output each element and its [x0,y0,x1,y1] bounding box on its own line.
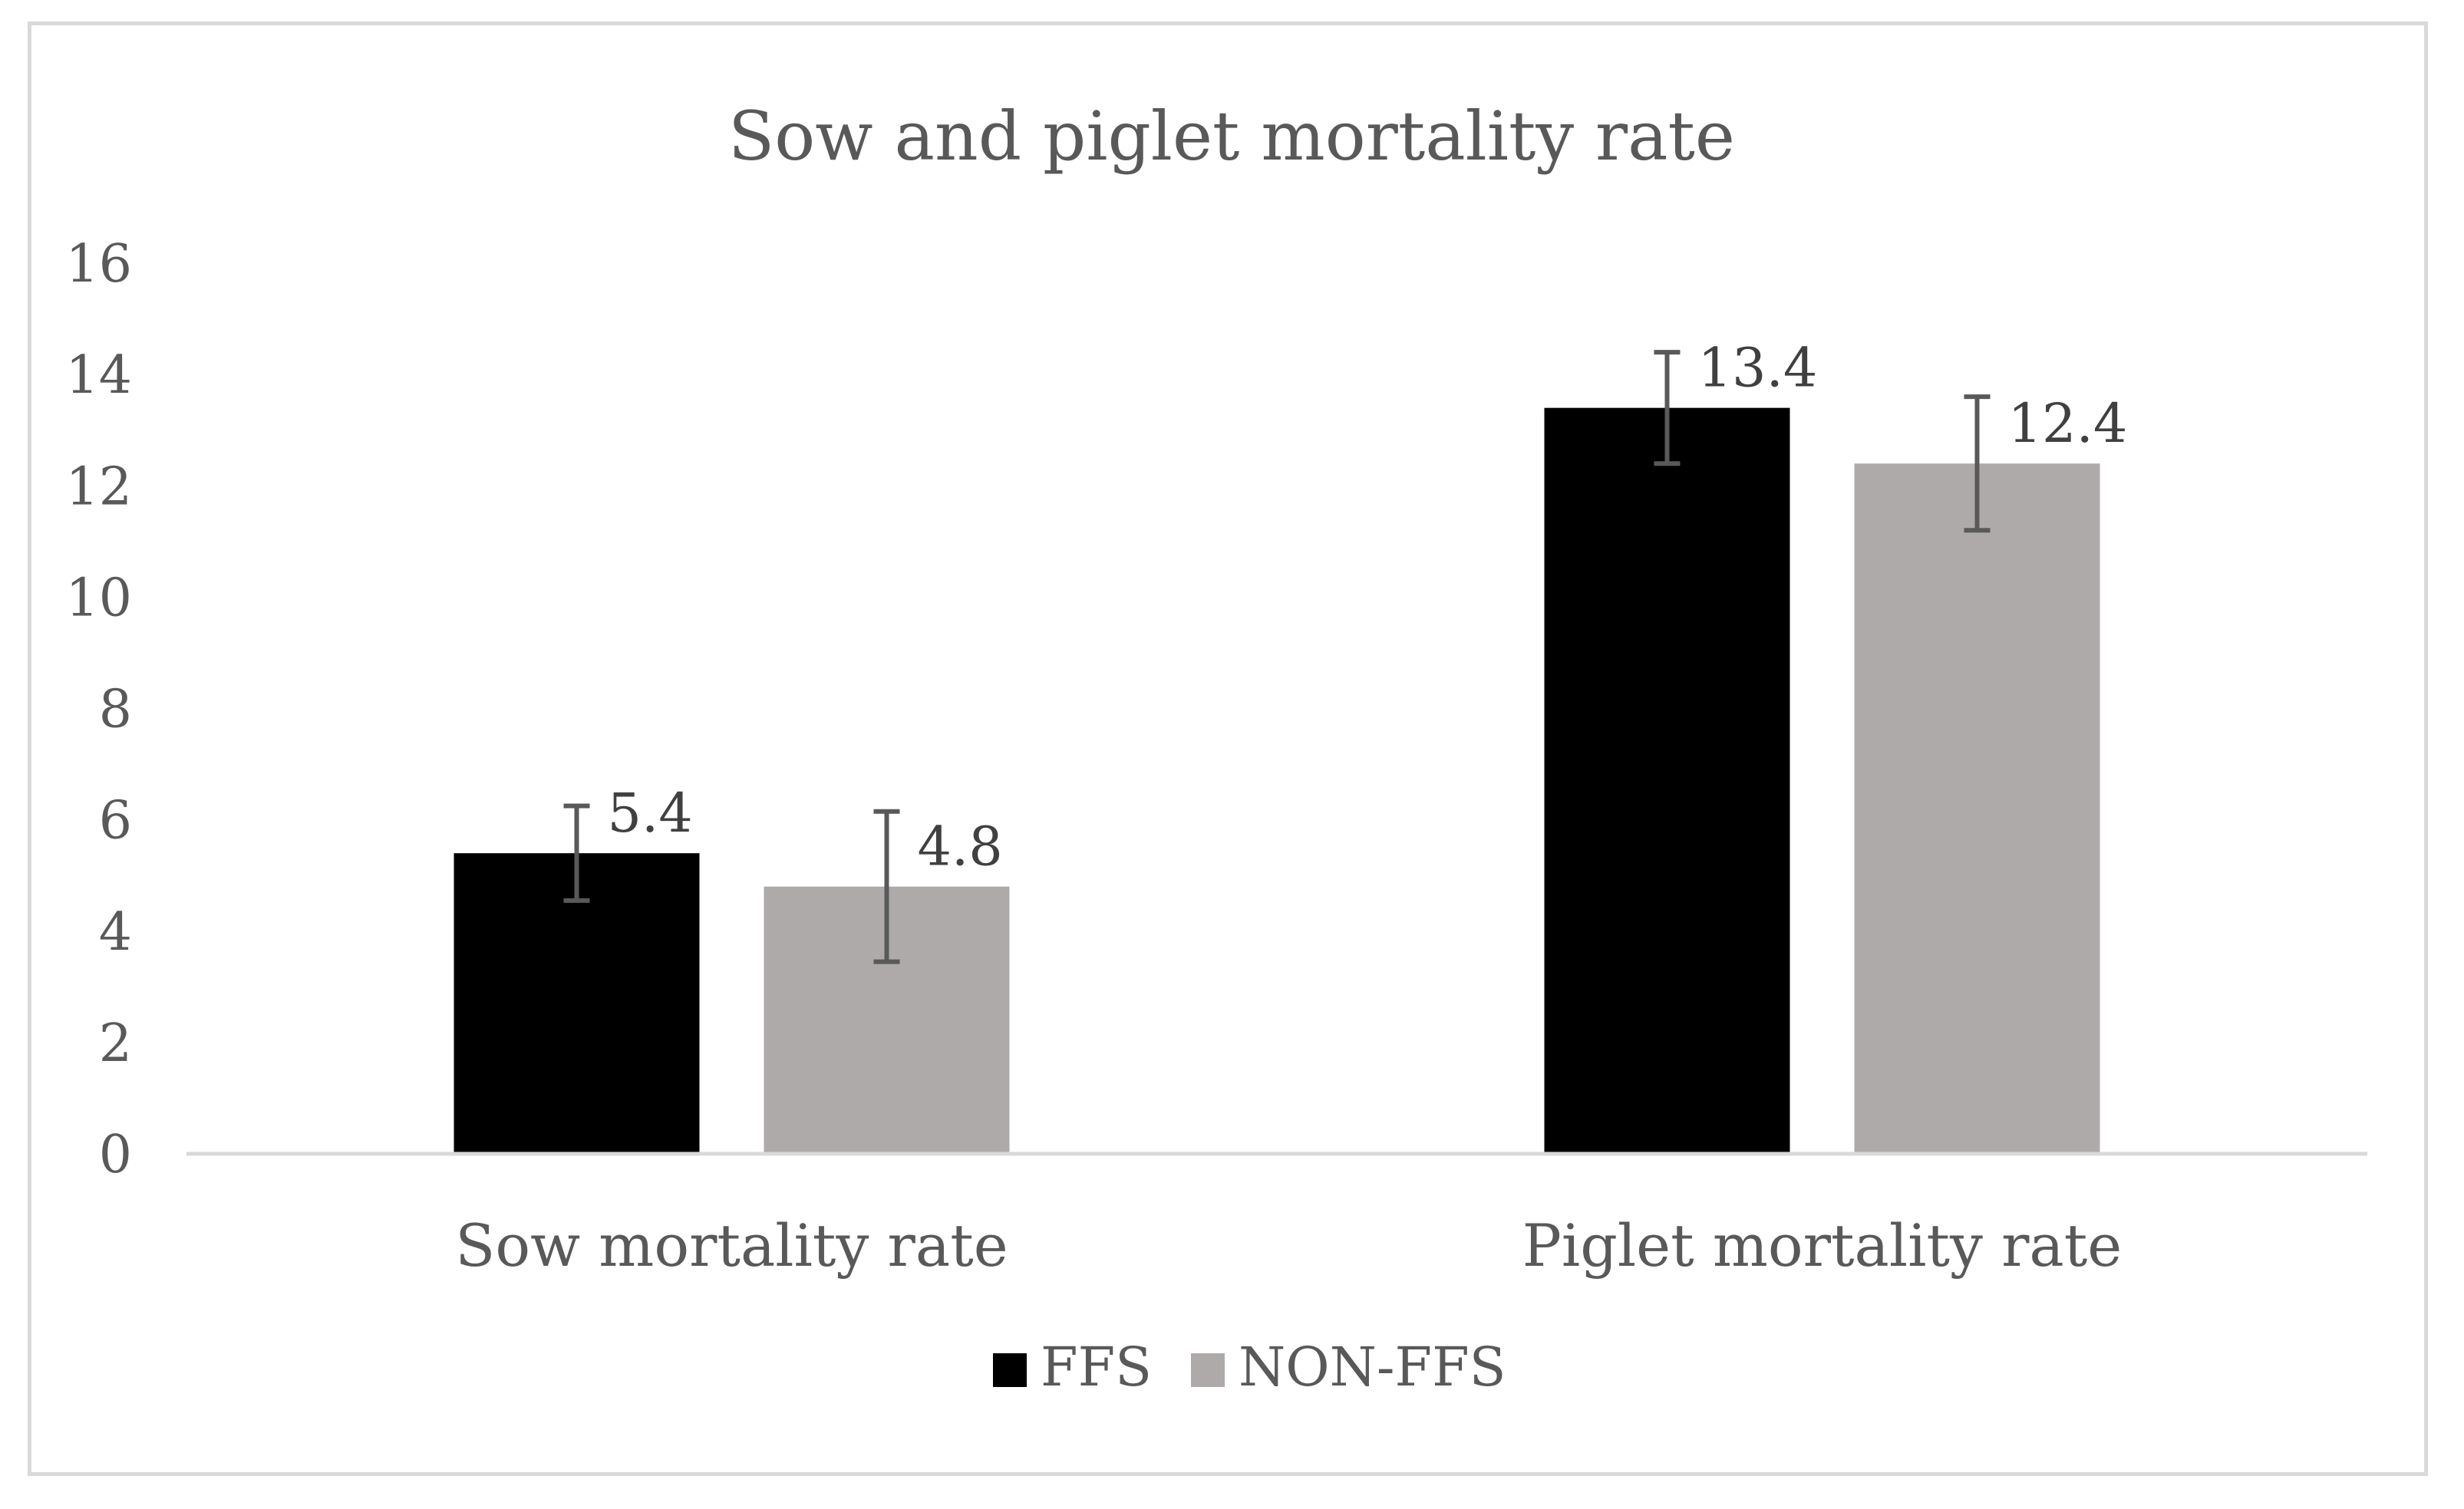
y-tick-label: 14 [65,345,132,406]
errorbar [1964,394,1991,533]
data-label: 5.4 [608,782,693,845]
data-labels-group: 5.4 4.8 13.4 12.4 [608,337,2128,878]
bar-ffs-sow [454,853,700,1154]
y-axis-ticks: 0 2 4 6 8 10 12 14 16 [65,234,132,1185]
x-axis-categories: Sow mortality rate Piglet mortality rate [455,1211,2122,1280]
legend-swatch [993,1353,1027,1387]
data-label: 12.4 [2008,392,2128,455]
errorbar [1654,350,1681,466]
legend-label: FFS [1041,1336,1152,1399]
data-label: 13.4 [1698,337,1818,400]
x-category-label: Piglet mortality rate [1522,1211,2123,1280]
errorbar [563,803,590,903]
y-tick-label: 4 [99,902,132,963]
legend-swatch [1191,1353,1225,1387]
x-category-label: Sow mortality rate [455,1211,1008,1280]
y-tick-label: 6 [99,791,132,852]
legend[interactable]: FFS NON-FFS [993,1336,1506,1399]
y-tick-label: 10 [65,568,132,628]
errorbars-group [563,350,1991,964]
bars-group [454,407,2100,1154]
y-tick-label: 12 [65,456,132,517]
bar-ffs-piglet [1544,407,1790,1154]
errorbar [873,809,900,964]
bar-non-ffs-piglet [1854,463,2100,1154]
y-tick-label: 8 [99,680,132,740]
chart-title: Sow and piglet mortality rate [728,97,1735,176]
legend-item-non-ffs[interactable]: NON-FFS [1191,1336,1506,1399]
y-tick-label: 0 [99,1125,132,1185]
legend-label: NON-FFS [1239,1336,1506,1399]
y-tick-label: 16 [65,234,132,295]
data-label: 4.8 [918,815,1003,878]
legend-item-ffs[interactable]: FFS [993,1336,1152,1399]
y-tick-label: 2 [99,1013,132,1074]
